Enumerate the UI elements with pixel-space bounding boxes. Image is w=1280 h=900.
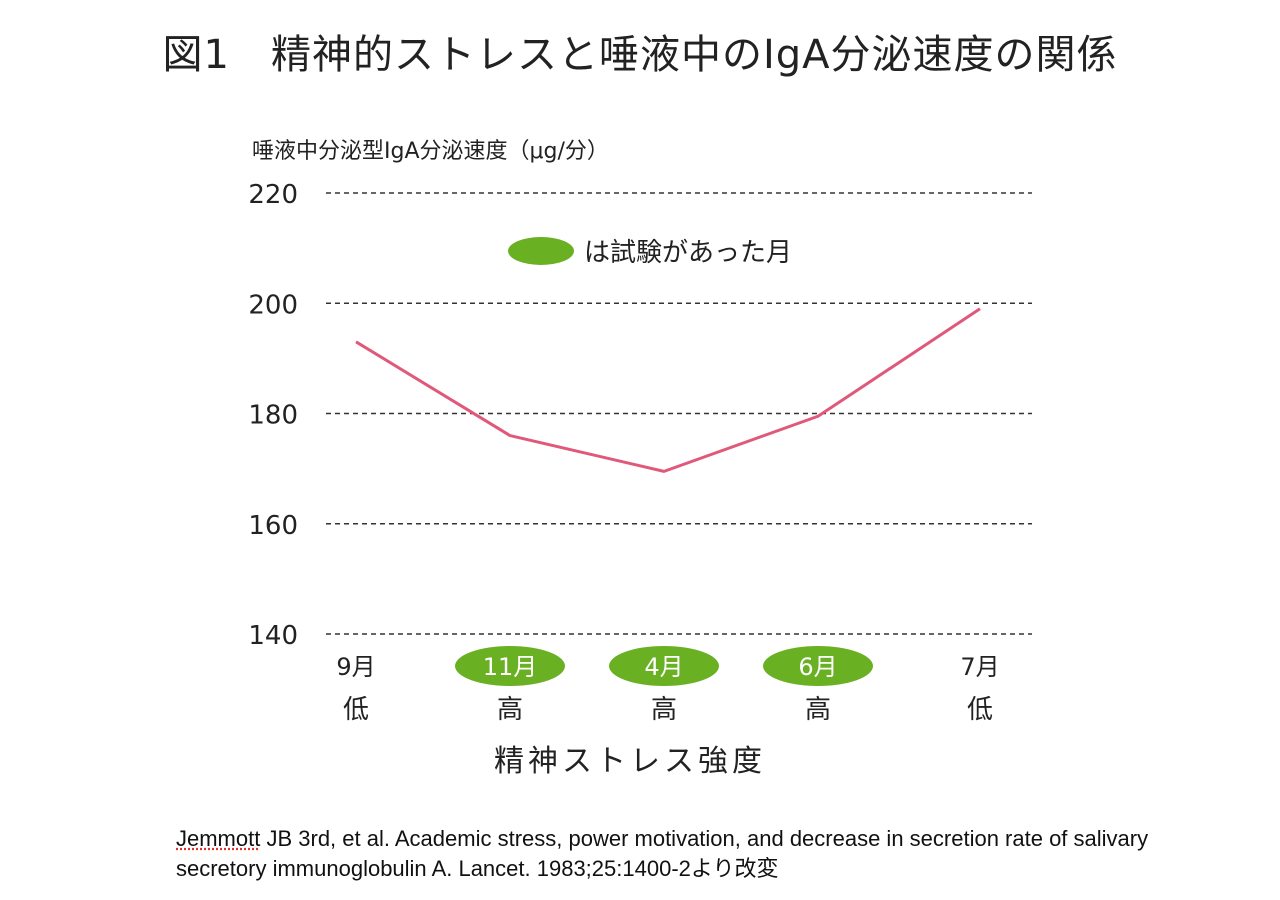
stress-level-label: 低 xyxy=(967,695,993,725)
x-tick-label: 4月 xyxy=(644,653,683,681)
legend-label: は試験があった月 xyxy=(584,238,793,268)
x-tick-label: 11月 xyxy=(483,653,538,681)
y-tick-label: 220 xyxy=(248,180,298,210)
chart-title: 図1 精神的ストレスと唾液中のIgA分泌速度の関係 xyxy=(162,32,1118,78)
y-tick-label: 180 xyxy=(248,401,298,431)
stress-level-label: 低 xyxy=(343,695,369,725)
x-axis-label: 精神ストレス強度 xyxy=(494,744,766,779)
citation-author: Jemmott xyxy=(176,826,261,851)
stress-level-label: 高 xyxy=(497,695,523,725)
x-tick-label: 7月 xyxy=(960,653,999,681)
stress-level-label: 高 xyxy=(651,695,677,725)
y-tick-label: 160 xyxy=(248,511,298,541)
y-tick-label: 200 xyxy=(248,290,298,320)
legend: は試験があった月 xyxy=(508,232,792,269)
legend-exam-swatch xyxy=(508,236,574,265)
stress-level-label: 高 xyxy=(805,695,831,725)
exam-month-marker xyxy=(763,646,873,686)
y-tick-label: 140 xyxy=(248,621,298,651)
series-line xyxy=(355,307,981,473)
x-tick-label: 6月 xyxy=(798,653,837,681)
citation-text: JB 3rd, et al. Academic stress, power mo… xyxy=(176,826,1149,881)
y-axis-label: 唾液中分泌型IgA分泌速度（μg/分） xyxy=(252,139,609,164)
x-tick-label: 9月 xyxy=(336,653,375,681)
citation: Jemmott JB 3rd, et al. Academic stress, … xyxy=(176,824,1236,884)
exam-month-marker xyxy=(455,646,565,686)
exam-month-marker xyxy=(609,646,719,686)
